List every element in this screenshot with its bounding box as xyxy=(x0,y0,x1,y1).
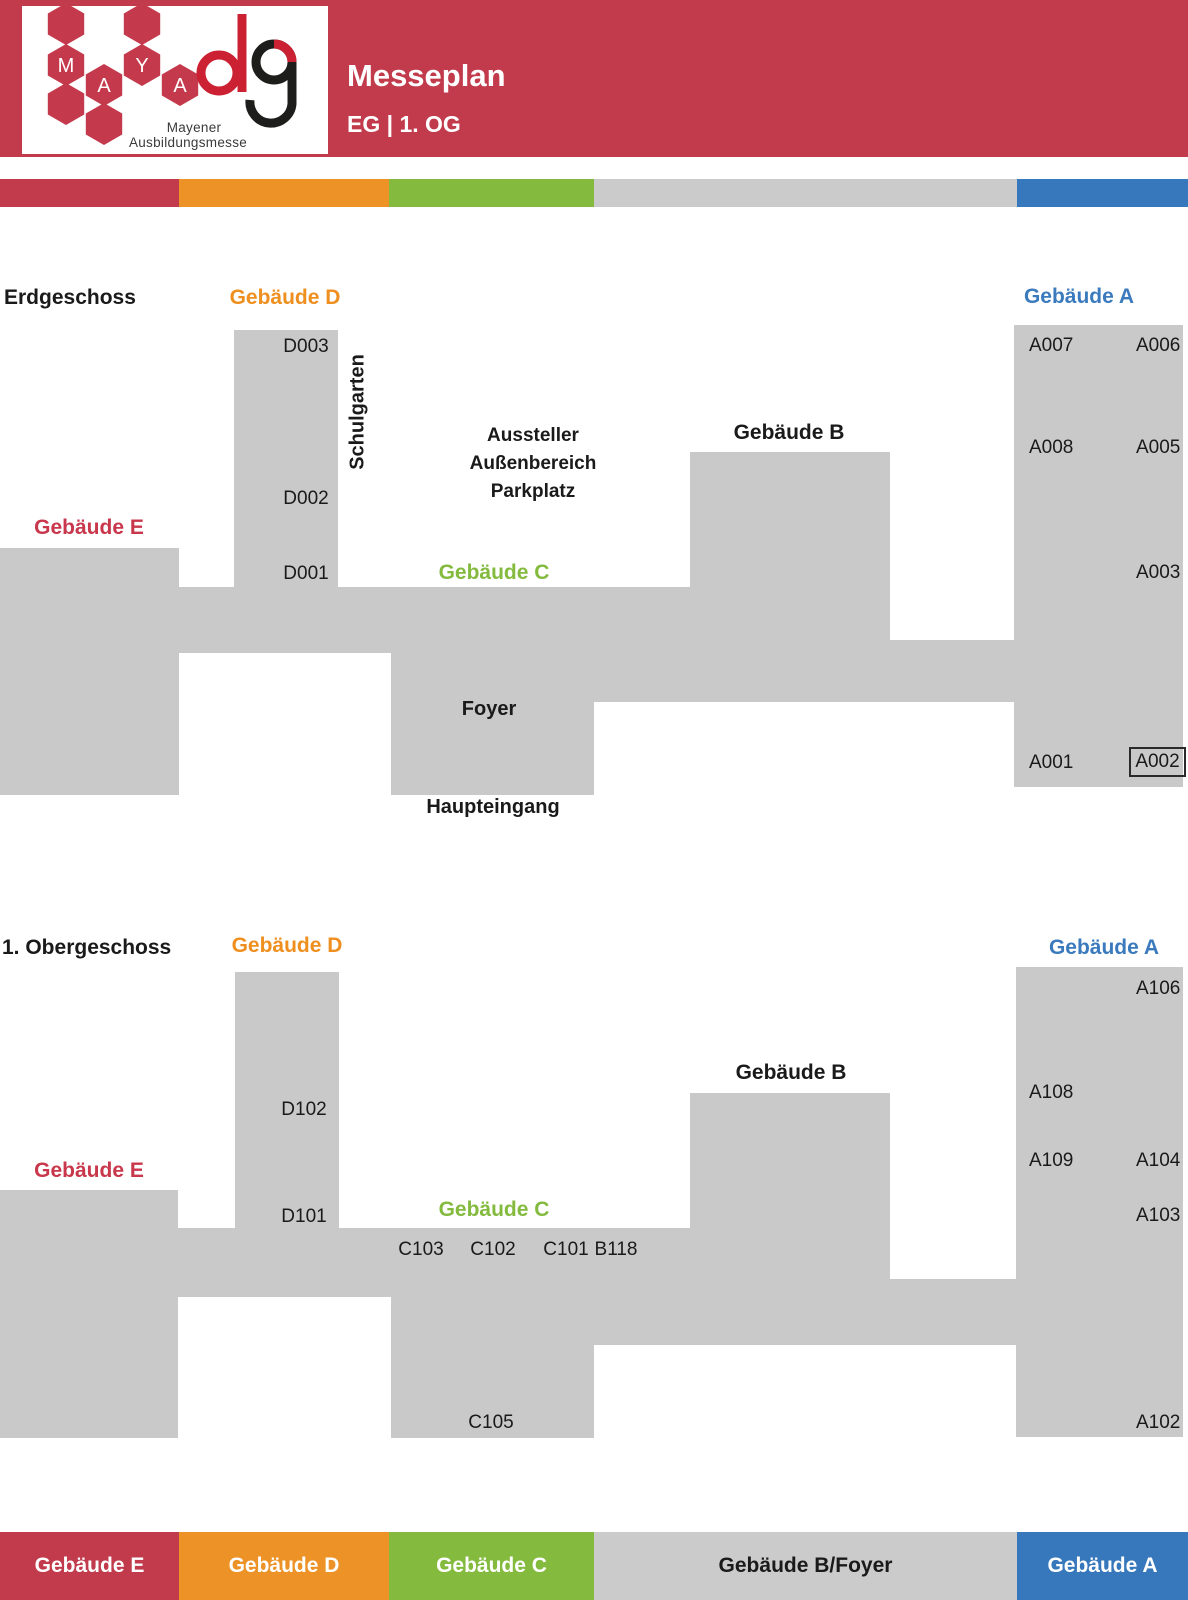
aussteller-line3: Parkplatz xyxy=(490,481,576,502)
heading-gebaeude-c: Gebäude C xyxy=(438,561,550,584)
foyer-block xyxy=(391,653,594,795)
aussteller-line1: Aussteller xyxy=(487,425,579,446)
room-a102: A102 xyxy=(1136,1412,1181,1433)
org-name-line2: Ausbildungsmesse xyxy=(129,135,247,150)
room-a005: A005 xyxy=(1136,437,1181,458)
stripe-blue xyxy=(1017,179,1188,207)
foyer-block xyxy=(391,1297,594,1438)
room-d003: D003 xyxy=(283,336,329,357)
room-a001: A001 xyxy=(1029,752,1074,773)
stripe-gray xyxy=(594,179,1017,207)
room-c105: C105 xyxy=(468,1412,514,1433)
area-foyer: Foyer xyxy=(461,698,517,720)
room-a008: A008 xyxy=(1029,437,1074,458)
page-subtitle: EG | 1. OG xyxy=(347,111,461,137)
maya-logo-graphic: M A Y A Mayener Ausbildungsmesse xyxy=(47,3,297,150)
stripe-red xyxy=(0,179,179,207)
heading-gebaeude-e: Gebäude E xyxy=(34,1159,144,1182)
heading-gebaeude-a: Gebäude A xyxy=(1023,285,1135,308)
room-a103: A103 xyxy=(1136,1205,1181,1226)
heading-gebaeude-e: Gebäude E xyxy=(34,516,144,539)
maya-letters: M A Y A xyxy=(58,55,188,97)
heading-gebaeude-d: Gebäude D xyxy=(231,934,343,957)
logo: M A Y A Mayener Ausbildungsmesse xyxy=(22,3,328,154)
floor-title-og: 1. Obergeschoss xyxy=(2,936,172,959)
org-name: Mayener Ausbildungsmesse xyxy=(129,120,247,150)
area-haupteingang: Haupteingang xyxy=(426,796,560,818)
room-a003: A003 xyxy=(1136,562,1181,583)
building-a-block xyxy=(1014,325,1183,787)
room-a108: A108 xyxy=(1029,1082,1074,1103)
area-aussteller: Aussteller Außenbereich Parkplatz xyxy=(470,422,597,506)
building-d-block xyxy=(234,330,338,588)
honeycomb-hexagons xyxy=(47,3,199,145)
heading-gebaeude-d: Gebäude D xyxy=(229,286,341,309)
room-a007: A007 xyxy=(1029,335,1074,356)
area-schulgarten: Schulgarten xyxy=(346,354,369,470)
maya-letter-a2: A xyxy=(173,75,187,97)
stripe-orange xyxy=(179,179,389,207)
stripe-green xyxy=(389,179,594,207)
legend-gebaeude-a: Gebäude A xyxy=(1017,1532,1188,1600)
legend-gebaeude-b-foyer: Gebäude B/Foyer xyxy=(594,1532,1017,1600)
building-a-block xyxy=(1016,967,1183,1437)
maya-letter-m: M xyxy=(58,55,75,77)
room-a109: A109 xyxy=(1029,1150,1074,1171)
heading-gebaeude-b: Gebäude B xyxy=(733,421,845,444)
heading-gebaeude-a: Gebäude A xyxy=(1048,936,1160,959)
room-a006: A006 xyxy=(1136,335,1181,356)
org-name-line1: Mayener xyxy=(167,120,222,135)
room-b118: B118 xyxy=(594,1239,638,1260)
heading-gebaeude-c: Gebäude C xyxy=(438,1198,550,1221)
color-stripe xyxy=(0,179,1188,207)
floor-title-eg: Erdgeschoss xyxy=(4,286,136,309)
building-d-block xyxy=(235,972,339,1229)
heading-gebaeude-b: Gebäude B xyxy=(735,1061,847,1084)
dg-school-glyph xyxy=(196,14,297,128)
aussteller-line2: Außenbereich xyxy=(469,453,597,474)
room-a106: A106 xyxy=(1136,978,1181,999)
room-d001: D001 xyxy=(283,563,329,584)
maya-letter-y: Y xyxy=(135,55,148,77)
page-title: Messeplan xyxy=(347,58,506,93)
room-c103: C103 xyxy=(398,1239,444,1260)
room-c102: C102 xyxy=(470,1239,516,1260)
building-e-block xyxy=(0,1190,178,1438)
legend-gebaeude-e: Gebäude E xyxy=(0,1532,179,1600)
room-a002: A002 xyxy=(1135,751,1180,772)
legend: Gebäude E Gebäude D Gebäude C Gebäude B/… xyxy=(0,1532,1188,1600)
room-a002-highlight-box: A002 xyxy=(1129,747,1186,777)
header-band: M A Y A Mayener Ausbildungsmesse M xyxy=(0,0,1188,157)
building-e-block xyxy=(0,548,179,795)
room-a104: A104 xyxy=(1136,1150,1181,1171)
maya-letter-a1: A xyxy=(97,75,111,97)
legend-gebaeude-d: Gebäude D xyxy=(179,1532,389,1600)
room-d101: D101 xyxy=(281,1206,327,1227)
room-d102: D102 xyxy=(281,1099,327,1120)
legend-gebaeude-c: Gebäude C xyxy=(389,1532,594,1600)
room-c101: C101 xyxy=(543,1239,589,1260)
room-d002: D002 xyxy=(283,488,329,509)
